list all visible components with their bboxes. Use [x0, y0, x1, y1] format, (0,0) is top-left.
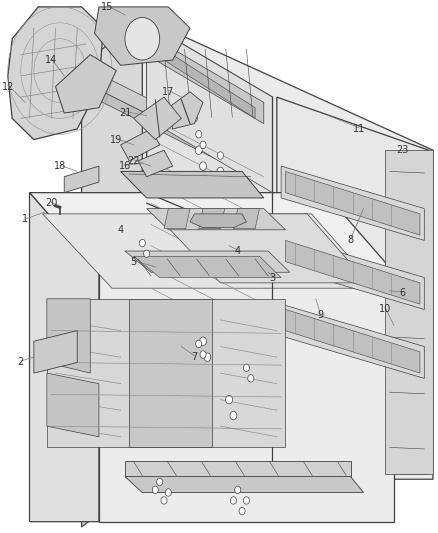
Circle shape — [191, 115, 198, 122]
Text: 4: 4 — [117, 225, 124, 235]
Circle shape — [217, 167, 224, 176]
Circle shape — [200, 351, 206, 358]
Polygon shape — [164, 50, 255, 118]
Text: 16: 16 — [119, 161, 131, 171]
Text: 5: 5 — [131, 257, 137, 266]
Text: 17: 17 — [162, 87, 174, 97]
Polygon shape — [142, 18, 433, 479]
Text: 10: 10 — [379, 304, 392, 314]
Circle shape — [200, 162, 206, 171]
Circle shape — [244, 364, 250, 372]
Circle shape — [195, 146, 202, 155]
Circle shape — [139, 239, 145, 247]
Circle shape — [125, 18, 160, 60]
Polygon shape — [81, 65, 272, 177]
Polygon shape — [164, 208, 190, 229]
Polygon shape — [385, 150, 433, 474]
Polygon shape — [281, 166, 424, 240]
Polygon shape — [155, 39, 264, 124]
Polygon shape — [120, 172, 264, 198]
Circle shape — [196, 340, 202, 348]
Circle shape — [239, 507, 245, 515]
Text: 7: 7 — [191, 352, 198, 362]
Polygon shape — [47, 373, 99, 437]
Polygon shape — [147, 208, 286, 230]
Polygon shape — [42, 214, 377, 288]
Polygon shape — [281, 304, 424, 378]
Text: 8: 8 — [347, 236, 353, 245]
Text: 2: 2 — [18, 358, 24, 367]
Polygon shape — [138, 150, 173, 177]
Polygon shape — [286, 240, 420, 304]
Text: 12: 12 — [2, 82, 14, 92]
Circle shape — [230, 497, 237, 504]
Circle shape — [248, 375, 254, 382]
Polygon shape — [134, 97, 181, 140]
Text: 22: 22 — [127, 156, 140, 166]
Polygon shape — [233, 208, 259, 229]
Text: 6: 6 — [399, 288, 406, 298]
Polygon shape — [8, 7, 103, 140]
Polygon shape — [81, 81, 272, 187]
Circle shape — [157, 478, 162, 486]
Polygon shape — [286, 309, 420, 373]
Circle shape — [217, 152, 223, 159]
Polygon shape — [120, 129, 160, 161]
Circle shape — [200, 337, 206, 345]
Text: 18: 18 — [54, 161, 66, 171]
Polygon shape — [47, 299, 90, 373]
Polygon shape — [56, 55, 116, 113]
Text: 1: 1 — [22, 214, 28, 224]
Polygon shape — [29, 192, 394, 272]
Text: 11: 11 — [353, 124, 365, 134]
Circle shape — [230, 411, 237, 420]
Text: 15: 15 — [102, 2, 114, 12]
Polygon shape — [99, 272, 394, 522]
Circle shape — [196, 131, 202, 138]
Circle shape — [165, 489, 171, 496]
Circle shape — [244, 497, 250, 504]
Text: 4: 4 — [235, 246, 241, 256]
Circle shape — [152, 486, 159, 494]
Polygon shape — [281, 235, 424, 309]
Polygon shape — [168, 92, 203, 129]
Polygon shape — [64, 166, 99, 192]
Text: 19: 19 — [110, 134, 122, 144]
Polygon shape — [134, 256, 281, 278]
Polygon shape — [95, 7, 190, 65]
Polygon shape — [81, 18, 142, 527]
Text: 14: 14 — [45, 55, 57, 65]
Circle shape — [144, 250, 150, 257]
Circle shape — [226, 395, 233, 404]
Polygon shape — [34, 330, 77, 373]
Circle shape — [161, 497, 167, 504]
Polygon shape — [190, 214, 247, 228]
Polygon shape — [155, 214, 368, 283]
Polygon shape — [47, 299, 286, 447]
Circle shape — [204, 353, 211, 361]
Circle shape — [235, 486, 241, 494]
Polygon shape — [125, 477, 364, 492]
Polygon shape — [277, 97, 429, 474]
Polygon shape — [147, 23, 272, 469]
Polygon shape — [29, 192, 99, 522]
Text: 9: 9 — [317, 310, 323, 320]
Polygon shape — [199, 208, 225, 229]
Polygon shape — [125, 461, 350, 477]
Text: 3: 3 — [269, 272, 276, 282]
Polygon shape — [129, 299, 212, 447]
Circle shape — [221, 183, 228, 191]
Polygon shape — [125, 251, 290, 272]
Text: 20: 20 — [45, 198, 57, 208]
Polygon shape — [147, 23, 272, 192]
Text: 21: 21 — [119, 108, 131, 118]
Circle shape — [200, 141, 206, 149]
Polygon shape — [286, 172, 420, 235]
Text: 23: 23 — [396, 145, 409, 155]
